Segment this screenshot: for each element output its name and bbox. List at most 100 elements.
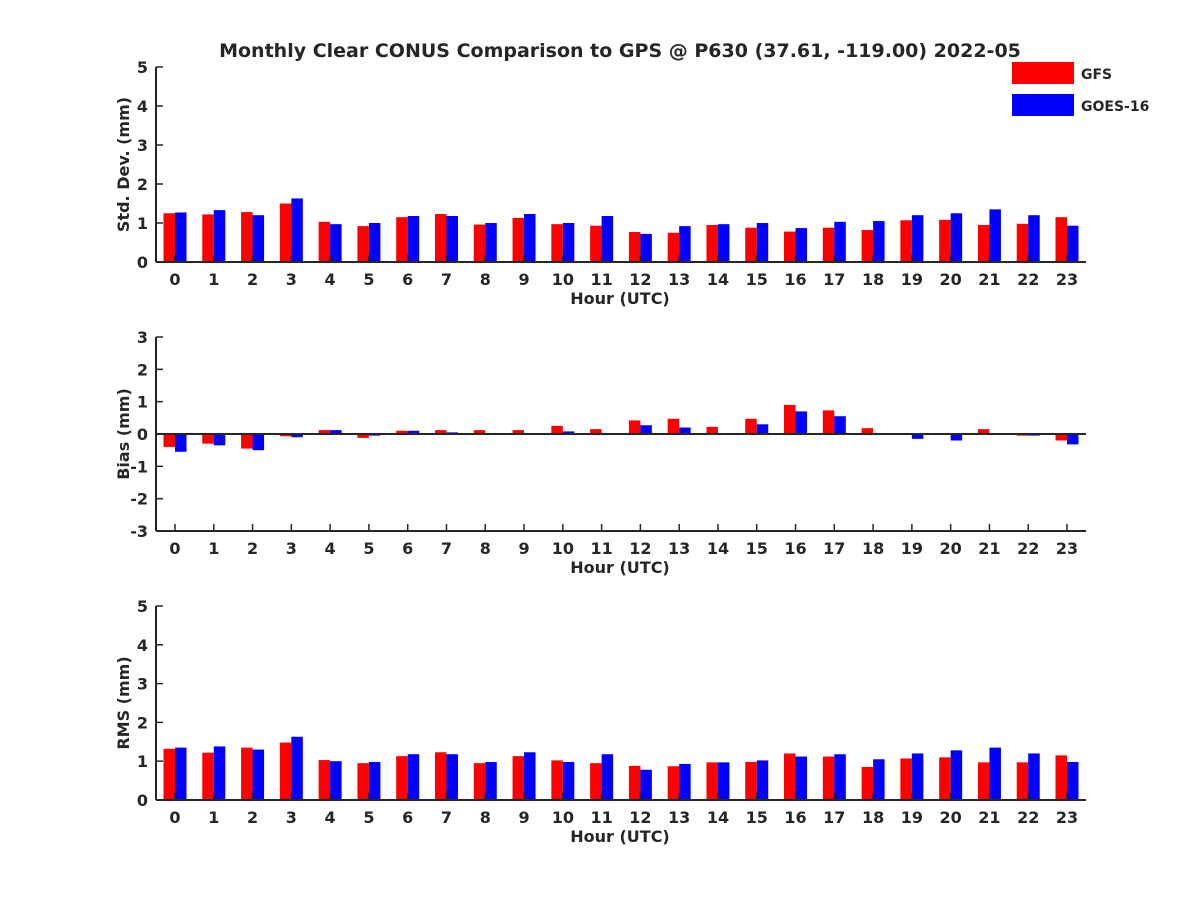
goes16-bar-hour-8 [485,761,497,800]
goes16-bar-hour-19 [911,434,924,439]
goes16-bar-hour-2 [252,749,265,800]
gfs-bar-hour-20 [939,219,951,262]
x-tick-label: 15 [746,808,768,827]
goes16-bar-hour-16 [795,411,808,434]
x-tick-label: 21 [978,539,1000,558]
x-tick-label: 11 [590,539,612,558]
gfs-bar-hour-8 [473,763,486,800]
y-tick-label: 3 [137,328,148,347]
x-tick-label: 20 [940,270,962,289]
goes16-bar-hour-3 [291,198,303,262]
legend-swatch-goes16 [1012,94,1074,116]
x-axis-label: Hour (UTC) [570,558,670,577]
legend-label-gfs: GFS [1081,67,1112,83]
x-tick-label: 21 [978,808,1000,827]
x-tick-label: 12 [629,539,651,558]
goes16-bar-hour-4 [330,430,342,434]
gfs-bar-hour-5 [357,763,369,800]
goes16-bar-hour-17 [834,754,846,800]
gfs-bar-hour-7 [434,752,447,800]
goes16-bar-hour-20 [950,434,963,441]
x-tick-label: 4 [325,270,336,289]
goes16-bar-hour-11 [601,215,614,262]
x-tick-label: 17 [823,808,845,827]
y-tick-label: 0 [137,791,148,810]
x-tick-label: 5 [363,539,374,558]
goes16-bar-hour-6 [407,430,420,434]
goes16-bar-hour-10 [562,431,575,434]
gfs-bar-hour-22 [1016,223,1029,262]
x-tick-label: 18 [862,539,884,558]
gfs-bar-hour-1 [202,214,214,262]
x-tick-label: 20 [940,539,962,558]
x-tick-label: 13 [668,808,690,827]
x-tick-label: 17 [823,539,845,558]
goes16-bar-hour-10 [562,761,575,800]
y-tick-label: 1 [137,393,148,412]
y-tick-label: 2 [137,175,148,194]
gfs-bar-hour-5 [357,226,369,262]
gfs-bar-hour-0 [163,748,175,800]
gfs-bar-hour-23 [1055,217,1067,262]
gfs-bar-hour-15 [745,418,757,434]
gfs-bar-hour-5 [357,434,369,438]
gfs-bar-hour-2 [241,212,253,262]
gfs-bar-hour-12 [628,765,641,800]
y-tick-label: 2 [137,360,148,379]
x-tick-label: 4 [325,539,336,558]
x-tick-label: 21 [978,270,1000,289]
gfs-bar-hour-9 [512,430,525,434]
goes16-bar-hour-16 [795,228,808,262]
gfs-bar-hour-6 [396,756,408,800]
y-tick-label: -2 [130,490,148,509]
y-tick-label: 1 [137,752,148,771]
gfs-bar-hour-15 [745,761,757,800]
x-tick-label: 11 [590,808,612,827]
goes16-bar-hour-13 [679,763,691,800]
gfs-bar-hour-7 [434,214,447,262]
x-tick-label: 18 [862,270,884,289]
x-tick-label: 22 [1017,270,1039,289]
y-axis-label: Bias (mm) [114,388,133,480]
x-axis-label: Hour (UTC) [570,289,670,308]
x-tick-label: 22 [1017,808,1039,827]
x-tick-label: 2 [247,539,258,558]
gfs-bar-hour-3 [279,434,292,437]
gfs-bar-hour-21 [977,224,990,262]
gfs-bar-hour-18 [861,767,874,800]
x-tick-label: 23 [1056,539,1078,558]
y-tick-label: 0 [137,425,148,444]
goes16-bar-hour-8 [485,223,497,262]
x-tick-label: 12 [629,270,651,289]
gfs-bar-hour-0 [163,434,175,447]
goes16-bar-hour-14 [717,224,730,262]
x-tick-label: 9 [518,808,529,827]
y-tick-label: 5 [137,58,148,77]
x-tick-label: 11 [590,270,612,289]
goes16-bar-hour-17 [834,416,846,434]
x-tick-label: 18 [862,808,884,827]
gfs-bar-hour-4 [318,760,331,800]
goes16-bar-hour-15 [756,424,769,434]
goes16-bar-hour-9 [524,752,536,800]
x-tick-label: 19 [901,808,923,827]
goes16-bar-hour-12 [640,425,652,434]
x-tick-label: 17 [823,270,845,289]
x-axis-label: Hour (UTC) [570,827,670,846]
chart-title: Monthly Clear CONUS Comparison to GPS @ … [219,40,1021,62]
x-tick-label: 7 [441,808,452,827]
goes16-bar-hour-19 [911,215,924,262]
x-tick-label: 6 [402,539,413,558]
goes16-bar-hour-9 [524,214,536,262]
goes16-bar-hour-13 [679,226,691,262]
y-tick-label: 1 [137,214,148,233]
goes16-bar-hour-7 [446,215,458,262]
goes16-bar-hour-4 [330,761,342,800]
gfs-bar-hour-13 [667,766,680,800]
gfs-bar-hour-2 [241,747,253,800]
x-tick-label: 1 [208,539,219,558]
gfs-bar-hour-18 [861,230,874,262]
x-tick-label: 6 [402,270,413,289]
goes16-bar-hour-15 [756,223,769,262]
goes16-bar-hour-23 [1067,434,1079,445]
